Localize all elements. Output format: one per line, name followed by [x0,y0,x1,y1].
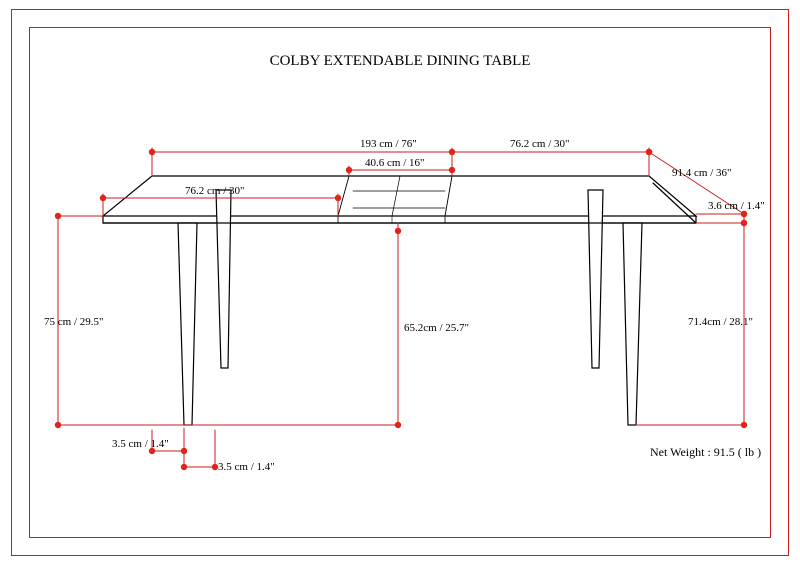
dimension-endpoint-dot [149,149,155,155]
dimension-label: 91.4 cm / 36" [672,167,732,179]
dimension-endpoint-dot [395,422,401,428]
table-leg [623,223,642,425]
dimension-label: 76.2 cm / 30" [510,138,570,150]
dimension-label: 3.5 cm / 1.4" [112,438,169,450]
table-leg [178,223,197,425]
dimension-endpoint-dot [181,464,187,470]
dimension-endpoint-dot [346,167,352,173]
net-weight-label: Net Weight : 91.5 ( lb ) [650,445,761,460]
dimension-label: 65.2cm / 25.7" [404,322,469,334]
dimension-endpoint-dot [741,422,747,428]
dimension-endpoint-dot [646,149,652,155]
dimension-label: 3.5 cm / 1.4" [218,461,275,473]
dimension-endpoint-dot [181,448,187,454]
dimension-label: 3.6 cm / 1.4" [708,200,765,212]
dimension-endpoint-dot [55,422,61,428]
dimension-endpoint-dot [100,195,106,201]
dimension-endpoint-dot [449,167,455,173]
dimension-label: 76.2 cm / 30" [185,185,245,197]
dimension-endpoint-dot [55,213,61,219]
table-leg [216,190,231,368]
table-leg [588,190,603,368]
dimension-endpoint-dot [395,228,401,234]
dimension-endpoint-dot [449,149,455,155]
dimension-label: 71.4cm / 28.1" [688,316,753,328]
technical-drawing [0,0,800,566]
dimension-label: 75 cm / 29.5" [44,316,104,328]
dimension-label: 193 cm / 76" [360,138,417,150]
dimension-endpoint-dot [335,195,341,201]
dimension-endpoint-dot [741,220,747,226]
dimension-label: 40.6 cm / 16" [365,157,425,169]
